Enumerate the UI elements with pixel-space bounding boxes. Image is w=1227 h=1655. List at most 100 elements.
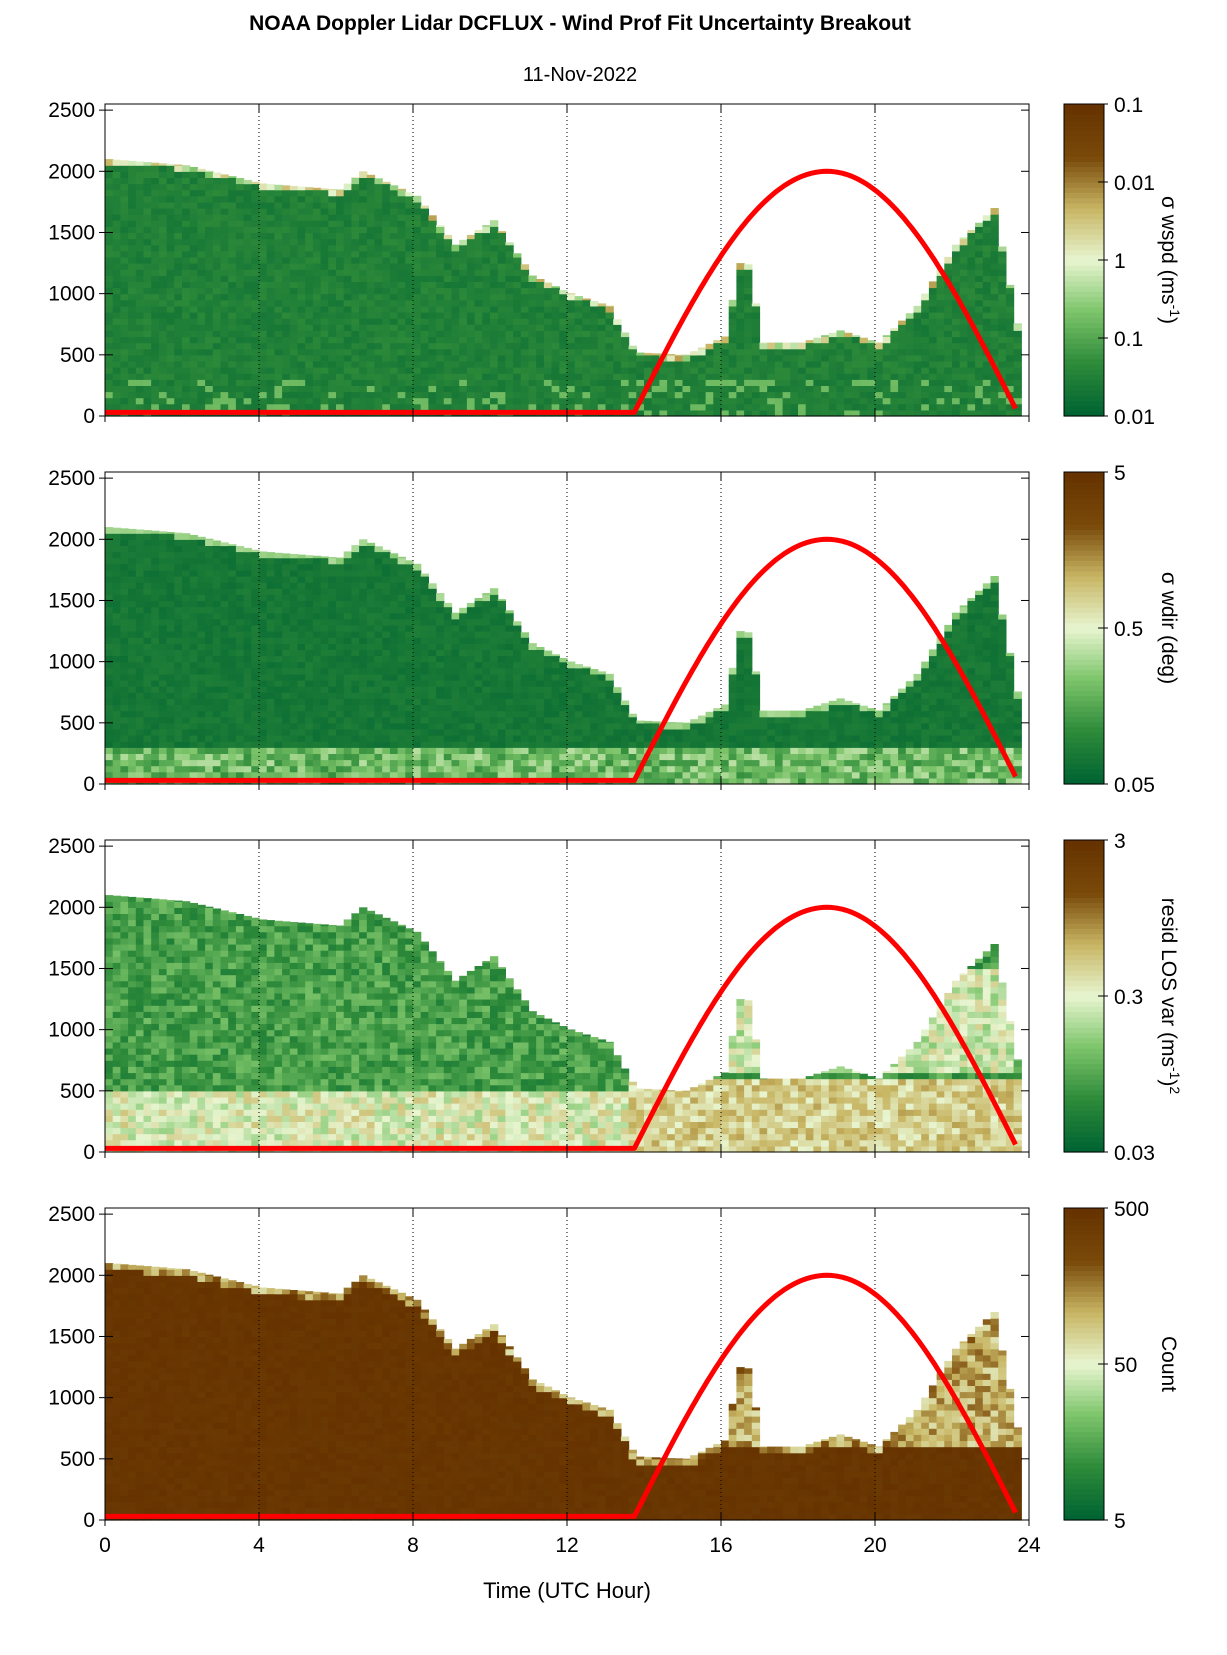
heatmap-cell xyxy=(382,600,391,608)
heatmap-cell xyxy=(836,348,845,356)
heatmap-cell xyxy=(559,290,568,295)
heatmap-cell xyxy=(420,205,429,209)
heatmap-cell xyxy=(736,397,745,405)
heatmap-cell xyxy=(143,281,152,289)
heatmap-cell xyxy=(744,391,753,399)
heatmap-cell xyxy=(151,232,160,240)
heatmap-cell xyxy=(228,686,237,693)
heatmap-cell xyxy=(744,409,753,417)
heatmap-cell xyxy=(166,765,175,773)
heatmap-cell xyxy=(282,637,291,644)
heatmap-cell xyxy=(428,373,437,380)
heatmap-cell xyxy=(289,735,299,742)
heatmap-cell xyxy=(343,728,352,736)
heatmap-cell xyxy=(443,244,453,252)
heatmap-cell xyxy=(205,538,214,540)
heatmap-cell xyxy=(351,661,360,669)
heatmap-cell xyxy=(143,250,152,258)
heatmap-cell xyxy=(197,177,206,185)
heatmap-cell xyxy=(420,735,429,742)
heatmap-cell xyxy=(274,354,283,362)
heatmap-cell xyxy=(220,293,229,301)
heatmap-cell xyxy=(166,747,175,754)
heatmap-cell xyxy=(151,698,160,706)
heatmap-cell xyxy=(105,330,114,338)
heatmap-cell xyxy=(120,588,129,595)
heatmap-cell xyxy=(174,771,183,779)
heatmap-cell xyxy=(297,759,306,767)
heatmap-cell xyxy=(251,551,260,559)
heatmap-cell xyxy=(128,269,137,276)
heatmap-cell xyxy=(474,305,483,313)
heatmap-cell xyxy=(320,208,329,215)
heatmap-cell xyxy=(543,318,553,325)
heatmap-cell xyxy=(505,263,514,270)
heatmap-cell xyxy=(413,722,422,730)
heatmap-cell xyxy=(282,747,291,754)
heatmap-cell xyxy=(243,698,252,706)
heatmap-cell xyxy=(235,546,245,553)
heatmap-cell xyxy=(366,299,376,307)
heatmap-cell xyxy=(389,208,399,215)
heatmap-cell xyxy=(305,631,314,638)
heatmap-cell xyxy=(366,765,376,773)
heatmap-cell xyxy=(151,162,160,166)
heatmap-cell xyxy=(551,348,560,356)
heatmap-cell xyxy=(274,232,283,240)
heatmap-cell xyxy=(151,747,160,754)
heatmap-cell xyxy=(343,753,352,761)
heatmap-cell xyxy=(297,704,306,712)
heatmap-cell xyxy=(359,631,368,638)
heatmap-cell xyxy=(405,208,414,215)
heatmap-cell xyxy=(382,606,391,614)
heatmap-cell xyxy=(744,324,753,331)
heatmap-cell xyxy=(528,379,537,386)
heatmap-cell xyxy=(466,281,476,289)
heatmap-cell xyxy=(105,747,114,754)
heatmap-cell xyxy=(428,281,437,289)
heatmap-cell xyxy=(282,360,291,368)
heatmap-cell xyxy=(197,299,206,307)
heatmap-cell xyxy=(251,692,260,699)
heatmap-cell xyxy=(559,367,568,374)
heatmap-cell xyxy=(328,354,337,362)
heatmap-cell xyxy=(351,728,360,736)
heatmap-cell xyxy=(328,367,337,374)
heatmap-cell xyxy=(274,385,283,393)
heatmap-cell xyxy=(151,771,160,779)
heatmap-cell xyxy=(135,367,145,374)
heatmap-cell xyxy=(382,318,391,325)
heatmap-cell xyxy=(243,275,252,282)
heatmap-cell xyxy=(143,728,152,736)
heatmap-cell xyxy=(382,722,391,730)
heatmap-cell xyxy=(166,728,175,736)
heatmap-cell xyxy=(990,379,999,386)
heatmap-cell xyxy=(397,281,406,289)
heatmap-cell xyxy=(305,214,314,221)
heatmap-cell xyxy=(243,238,252,246)
heatmap-cell xyxy=(1005,293,1015,301)
heatmap-cell xyxy=(297,354,306,362)
heatmap-cell xyxy=(120,765,129,773)
heatmap-cell xyxy=(312,618,322,626)
heatmap-cell xyxy=(266,606,275,614)
heatmap-cell xyxy=(112,753,121,761)
heatmap-cell xyxy=(343,576,352,583)
heatmap-cell xyxy=(936,367,945,374)
heatmap-cell xyxy=(182,771,191,779)
heatmap-cell xyxy=(721,336,730,344)
heatmap-cell xyxy=(174,600,183,608)
heatmap-cell xyxy=(205,582,214,589)
heatmap-cell xyxy=(297,256,306,264)
heatmap-cell xyxy=(736,354,745,362)
heatmap-cell xyxy=(189,195,198,203)
heatmap-cell xyxy=(536,360,545,368)
heatmap-cell xyxy=(151,557,160,565)
heatmap-cell xyxy=(135,208,145,215)
heatmap-cell xyxy=(128,667,137,675)
heatmap-cell xyxy=(921,336,930,344)
heatmap-cell xyxy=(998,397,1007,405)
heatmap-cell xyxy=(366,263,376,270)
heatmap-cell xyxy=(189,667,198,675)
